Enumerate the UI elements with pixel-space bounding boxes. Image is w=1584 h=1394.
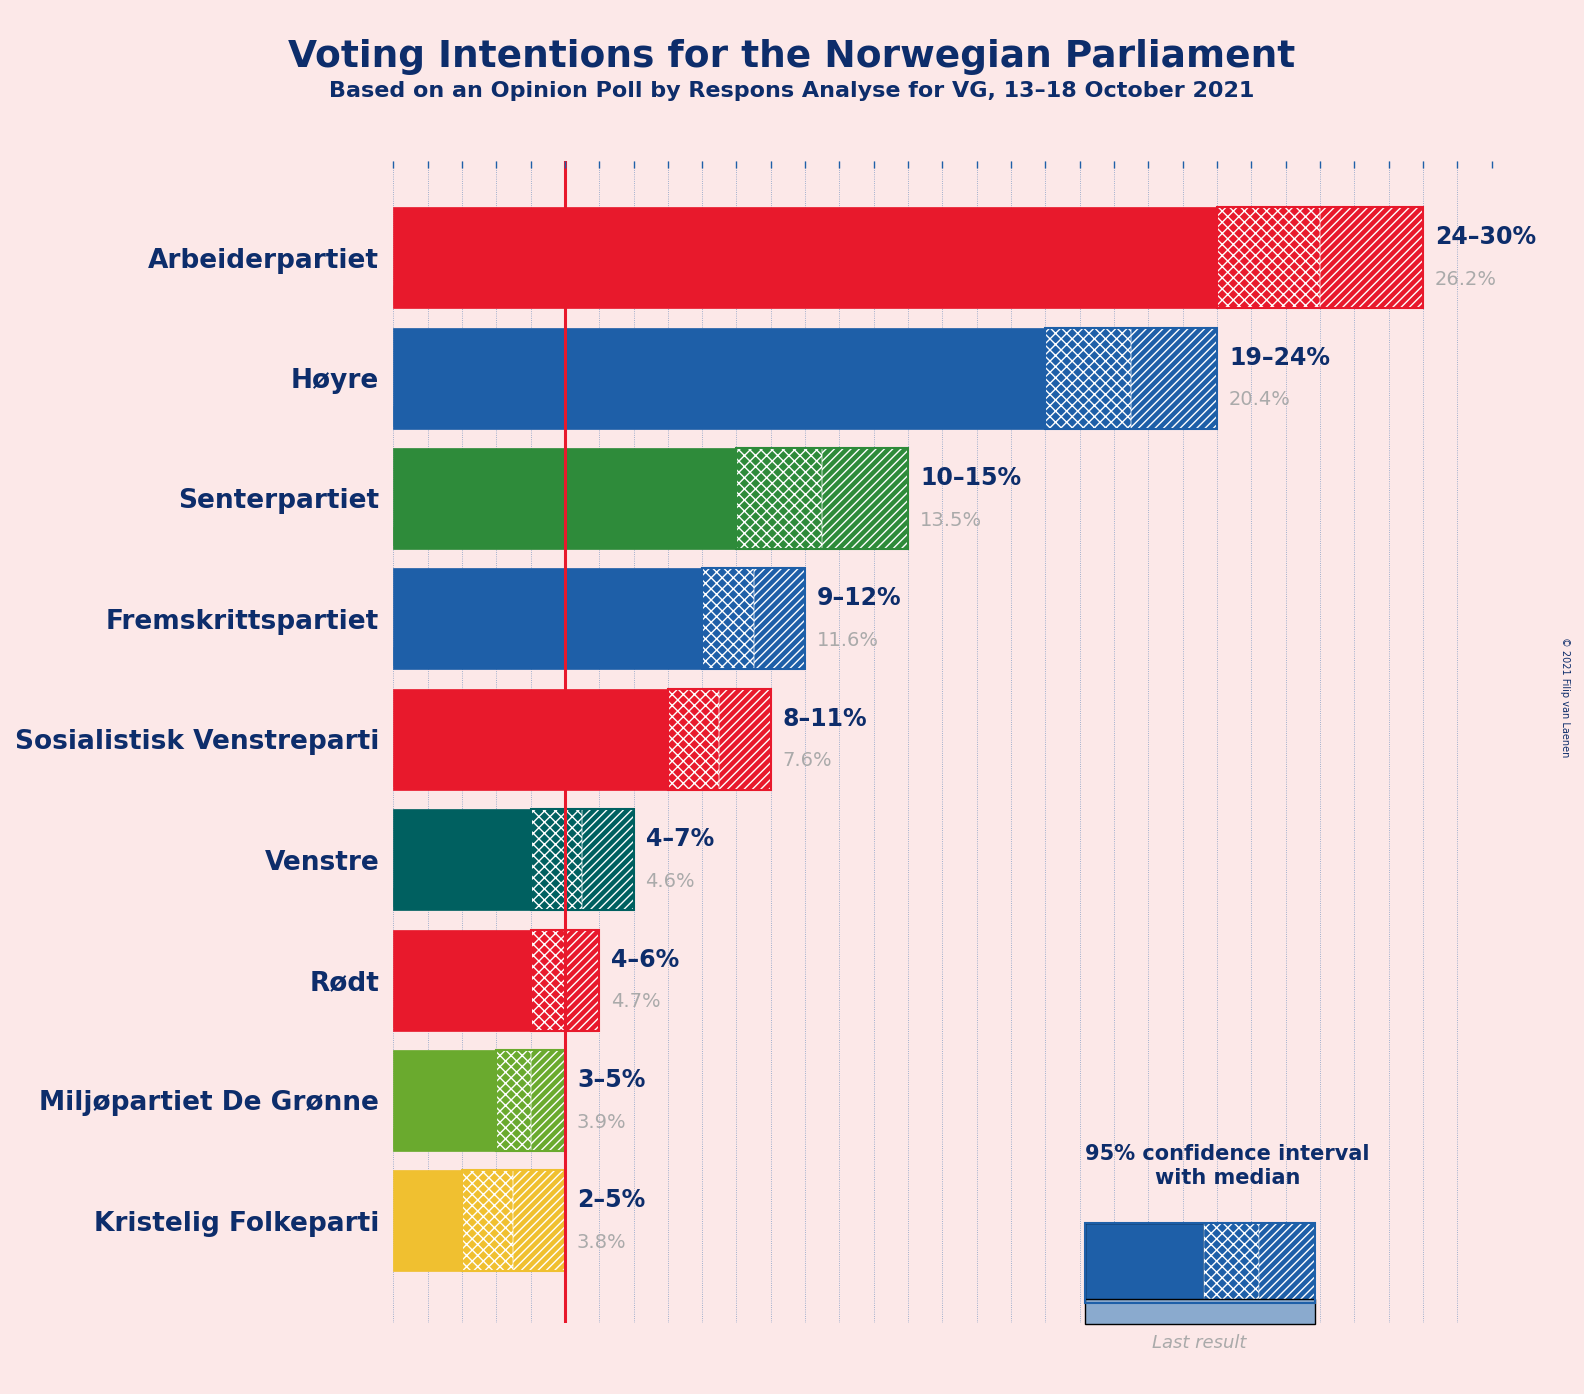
Text: 4.6%: 4.6% xyxy=(646,871,695,891)
Bar xyxy=(463,1171,565,1271)
Bar xyxy=(1217,208,1422,308)
Text: 3.8%: 3.8% xyxy=(577,1234,627,1252)
Bar xyxy=(393,328,1045,429)
Bar xyxy=(393,527,857,546)
Bar xyxy=(1045,328,1217,429)
Bar xyxy=(531,930,565,1030)
Bar xyxy=(393,407,1093,425)
Bar xyxy=(1319,208,1422,308)
Text: 2–5%: 2–5% xyxy=(577,1189,645,1213)
Bar xyxy=(531,809,581,910)
Bar xyxy=(565,930,599,1030)
Text: 4.7%: 4.7% xyxy=(611,993,661,1011)
Bar xyxy=(393,1249,524,1269)
Bar xyxy=(1045,328,1217,429)
Text: 20.4%: 20.4% xyxy=(1229,390,1291,410)
Bar xyxy=(737,447,822,549)
Text: 95% confidence interval
with median: 95% confidence interval with median xyxy=(1085,1144,1370,1188)
Bar xyxy=(581,809,634,910)
Bar xyxy=(1131,328,1217,429)
Bar xyxy=(668,689,771,790)
Text: Voting Intentions for the Norwegian Parliament: Voting Intentions for the Norwegian Parl… xyxy=(288,39,1296,75)
Bar xyxy=(393,1008,554,1027)
Text: 10–15%: 10–15% xyxy=(920,466,1022,491)
Bar xyxy=(719,689,771,790)
Text: 3.9%: 3.9% xyxy=(577,1112,627,1132)
Text: Based on an Opinion Poll by Respons Analyse for VG, 13–18 October 2021: Based on an Opinion Poll by Respons Anal… xyxy=(329,81,1255,100)
Text: © 2021 Filip van Laenen: © 2021 Filip van Laenen xyxy=(1560,637,1570,757)
Bar xyxy=(393,930,531,1030)
Text: 24–30%: 24–30% xyxy=(1435,226,1536,250)
Text: 4–6%: 4–6% xyxy=(611,948,680,972)
Bar xyxy=(1045,328,1131,429)
Text: 8–11%: 8–11% xyxy=(782,707,868,730)
Bar xyxy=(393,1129,527,1149)
Bar xyxy=(463,1171,513,1271)
Bar xyxy=(702,569,805,669)
Bar xyxy=(393,809,531,910)
Bar xyxy=(531,1050,565,1151)
Bar xyxy=(737,447,908,549)
Bar xyxy=(531,809,634,910)
Bar xyxy=(754,569,805,669)
Text: 19–24%: 19–24% xyxy=(1229,346,1331,369)
Bar xyxy=(393,689,668,790)
Bar xyxy=(702,569,805,669)
Text: 4–7%: 4–7% xyxy=(646,827,714,852)
Bar xyxy=(531,930,599,1030)
Bar xyxy=(393,569,702,669)
Text: 3–5%: 3–5% xyxy=(577,1068,645,1092)
Text: Last result: Last result xyxy=(1152,1334,1247,1352)
Bar xyxy=(393,208,1217,308)
Bar xyxy=(531,930,599,1030)
Text: 26.2%: 26.2% xyxy=(1435,270,1497,289)
Bar xyxy=(393,286,1293,305)
Text: 11.6%: 11.6% xyxy=(817,631,879,650)
Bar xyxy=(513,1171,565,1271)
Bar xyxy=(496,1050,565,1151)
Text: 13.5%: 13.5% xyxy=(920,510,982,530)
Bar xyxy=(393,888,551,907)
Text: 7.6%: 7.6% xyxy=(782,751,833,771)
Bar xyxy=(531,809,634,910)
Bar xyxy=(668,689,771,790)
Bar xyxy=(393,1050,496,1151)
Bar xyxy=(393,1171,463,1271)
Bar xyxy=(702,569,754,669)
Bar xyxy=(463,1171,565,1271)
Bar xyxy=(393,768,654,786)
Bar xyxy=(496,1050,565,1151)
Bar xyxy=(393,647,792,666)
Text: 9–12%: 9–12% xyxy=(817,587,901,611)
Bar xyxy=(822,447,908,549)
Bar xyxy=(393,447,737,549)
Bar xyxy=(1217,208,1422,308)
Bar xyxy=(496,1050,531,1151)
Bar xyxy=(737,447,908,549)
Bar xyxy=(668,689,719,790)
Bar xyxy=(1217,208,1319,308)
